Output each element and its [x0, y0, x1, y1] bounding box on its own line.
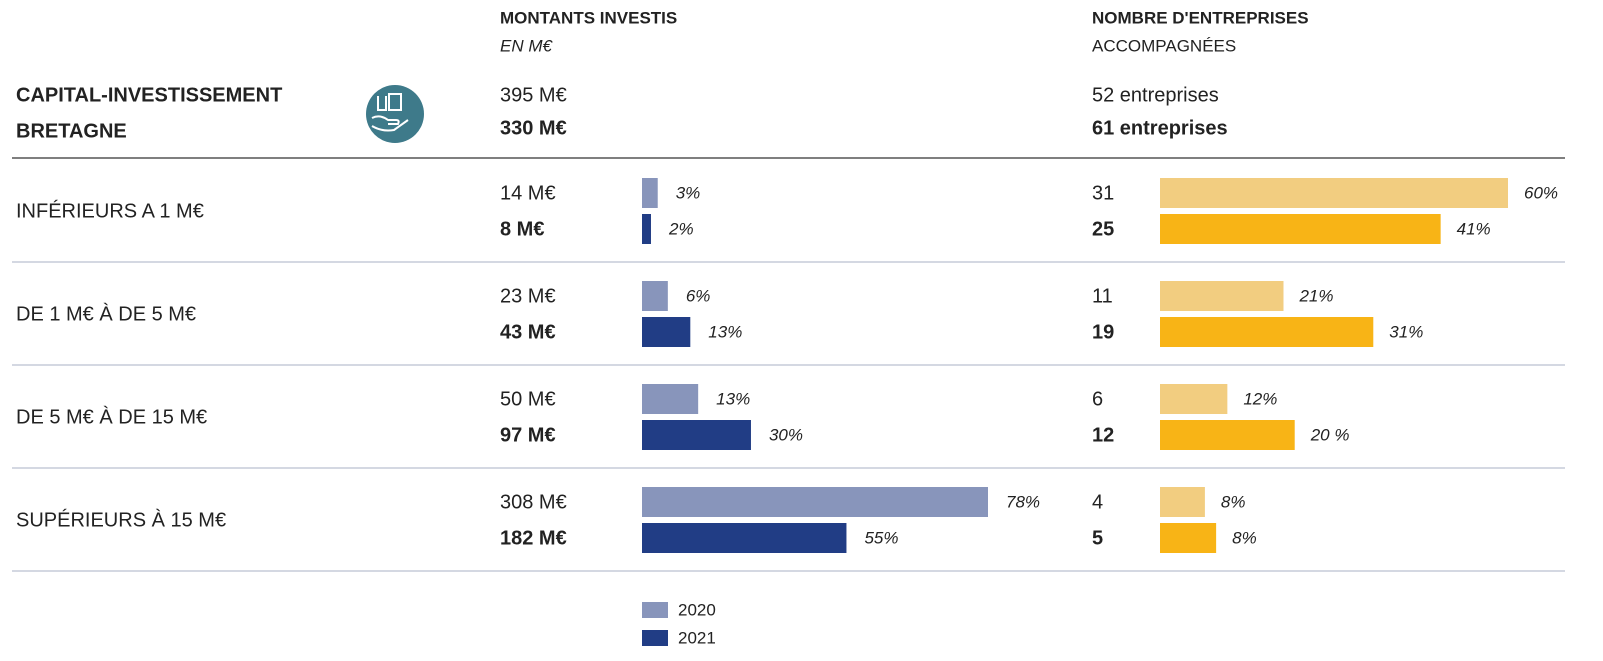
- count-share: 41%: [1457, 219, 1491, 238]
- count-share: 21%: [1298, 286, 1333, 305]
- count-label: 19: [1092, 321, 1114, 343]
- row-label: SUPÉRIEURS À 15 M€: [16, 508, 226, 531]
- icon: [366, 85, 424, 143]
- amount-share: 2%: [668, 219, 694, 238]
- count-label: 25: [1092, 218, 1114, 240]
- amount-bar: [642, 523, 847, 553]
- amount-label: 23 M€: [500, 285, 556, 307]
- amount-share: 6%: [686, 286, 711, 305]
- row-label: DE 1 M€ À DE 5 M€: [16, 302, 196, 325]
- amount-label: 308 M€: [500, 491, 567, 513]
- amount-bar: [642, 281, 668, 311]
- amount-label: 14 M€: [500, 182, 556, 204]
- count-bar: [1160, 384, 1228, 414]
- total-amount: 330 M€: [500, 117, 567, 139]
- count-share: 31%: [1389, 322, 1423, 341]
- amount-bar: [642, 384, 699, 414]
- count-bar: [1160, 420, 1295, 450]
- col-title: NOMBRE D'ENTREPRISES: [1092, 8, 1309, 27]
- count-label: 11: [1092, 285, 1113, 307]
- amount-bar: [642, 178, 658, 208]
- amount-share: 30%: [769, 425, 803, 444]
- legend-swatch: [642, 630, 668, 646]
- amount-share: 78%: [1006, 492, 1040, 511]
- amount-share: 55%: [864, 528, 898, 547]
- amount-label: 43 M€: [500, 321, 556, 343]
- legend-label: 2020: [678, 600, 716, 619]
- count-bar: [1160, 523, 1217, 553]
- count-label: 12: [1092, 424, 1114, 446]
- count-label: 5: [1092, 527, 1103, 549]
- amount-label: 97 M€: [500, 424, 556, 446]
- amount-label: 8 M€: [500, 218, 544, 240]
- count-share: 8%: [1232, 528, 1257, 547]
- count-bar: [1160, 281, 1284, 311]
- amount-label: 50 M€: [500, 388, 556, 410]
- count-bar: [1160, 178, 1508, 208]
- count-share: 8%: [1221, 492, 1246, 511]
- amount-bar: [642, 420, 751, 450]
- total-count: 61 entreprises: [1092, 117, 1228, 139]
- count-label: 4: [1092, 491, 1103, 513]
- col-subtitle: EN M€: [500, 36, 554, 55]
- count-bar: [1160, 487, 1205, 517]
- row-label: DE 5 M€ À DE 15 M€: [16, 405, 207, 428]
- amount-share: 3%: [676, 183, 701, 202]
- count-bar: [1160, 317, 1374, 347]
- count-share: 12%: [1243, 389, 1277, 408]
- col-subtitle: ACCOMPAGNÉES: [1092, 36, 1236, 55]
- amount-share: 13%: [716, 389, 750, 408]
- amount-bar: [642, 487, 988, 517]
- legend-label: 2021: [678, 628, 716, 647]
- amount-bar: [642, 214, 651, 244]
- amount-share: 13%: [708, 322, 742, 341]
- count-bar: [1160, 214, 1441, 244]
- count-label: 6: [1092, 388, 1103, 410]
- count-share: 20 %: [1310, 425, 1350, 444]
- title: CAPITAL-INVESTISSEMENT: [16, 84, 282, 106]
- legend-swatch: [642, 602, 668, 618]
- count-share: 60%: [1524, 183, 1558, 202]
- total-count: 52 entreprises: [1092, 84, 1219, 106]
- col-title: MONTANTS INVESTIS: [500, 8, 677, 27]
- count-label: 31: [1092, 182, 1114, 204]
- amount-label: 182 M€: [500, 527, 567, 549]
- total-amount: 395 M€: [500, 84, 567, 106]
- row-label: INFÉRIEURS A 1 M€: [16, 199, 204, 222]
- amount-bar: [642, 317, 691, 347]
- title: BRETAGNE: [16, 120, 127, 142]
